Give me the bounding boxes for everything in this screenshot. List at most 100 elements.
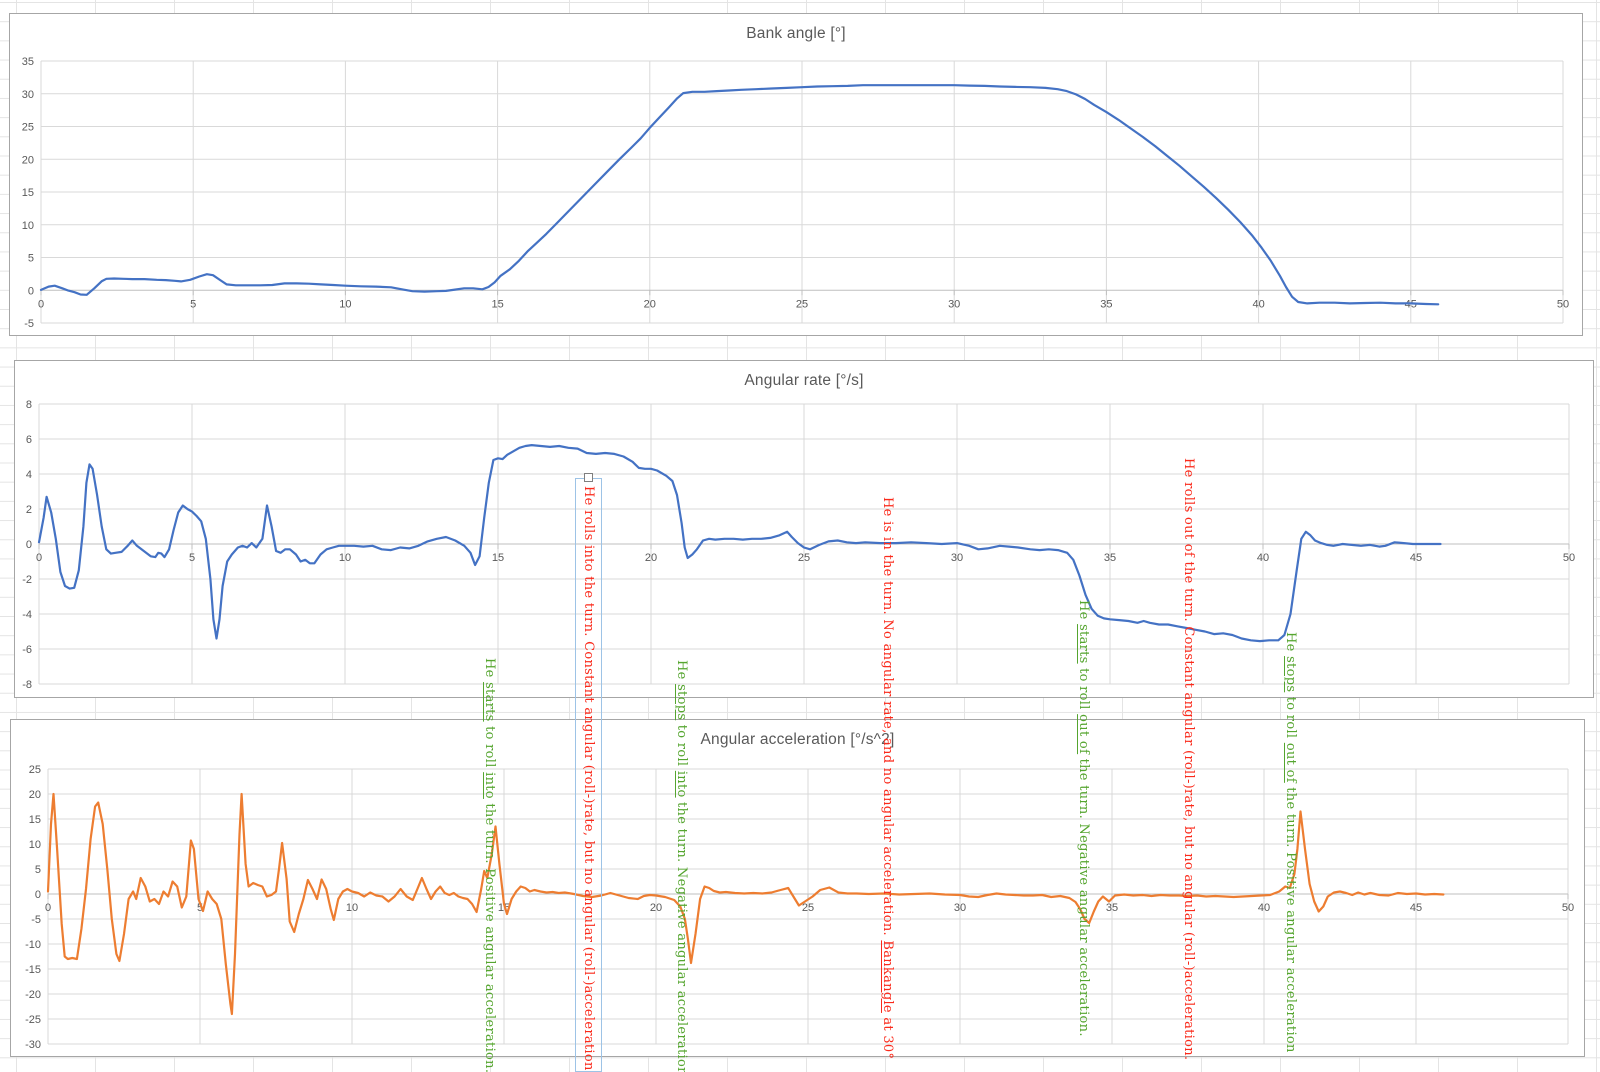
bank-angle-chart-title: Bank angle [°]: [746, 25, 846, 42]
svg-text:-5: -5: [31, 914, 41, 926]
svg-text:35: 35: [1104, 552, 1116, 564]
angular-rate-chart-title: Angular rate [°/s]: [744, 372, 864, 389]
textbox-resize-handle[interactable]: [584, 473, 593, 482]
annotation-text-segment: into: [482, 772, 497, 799]
svg-text:30: 30: [954, 902, 966, 914]
annotation-text-segment: He: [482, 658, 497, 683]
bank-angle-chart[interactable]: 0 5 10 15 20 25 30 35 40 45 50 35 30 25 20 15 10 5 0 -5 Ban…: [9, 13, 1583, 336]
svg-text:25: 25: [29, 764, 41, 776]
angular-acceleration-plot: 0 5 10 15 20 25 30 35 40 45 502520151050-5-10-15-2…: [25, 764, 1574, 1051]
svg-text:-25: -25: [25, 1014, 41, 1026]
angular-acceleration-chart-title: Angular acceleration [°/s^2]: [700, 731, 895, 748]
svg-text:20: 20: [29, 789, 41, 801]
annotation-stop-roll-out[interactable]: He stops to roll out of the turn. Positi…: [1283, 632, 1298, 1053]
svg-text:-10: -10: [25, 939, 41, 951]
svg-text:5: 5: [28, 253, 34, 265]
svg-text:15: 15: [22, 187, 34, 199]
annotation-text-segment: starts: [1076, 624, 1091, 664]
svg-text:0: 0: [28, 285, 34, 297]
svg-text:25: 25: [802, 902, 814, 914]
svg-text:5: 5: [197, 902, 203, 914]
svg-text:10: 10: [339, 298, 351, 310]
annotation-text-segment: into: [674, 770, 689, 798]
svg-text:25: 25: [798, 552, 810, 564]
annotation-text-segment: He: [674, 660, 689, 685]
svg-text:35: 35: [1100, 298, 1112, 310]
annotation-text-segment: out of: [1283, 742, 1298, 783]
annotation-text-segment: He: [1076, 600, 1091, 625]
annotation-rolling-out[interactable]: He rolls out of the turn. Constant angul…: [1181, 458, 1196, 1060]
annotation-text-segment: stops: [674, 684, 689, 721]
svg-text:30: 30: [22, 89, 34, 101]
svg-text:15: 15: [29, 814, 41, 826]
annotation-text-segment: to roll: [674, 720, 689, 771]
annotation-stop-roll-in[interactable]: He stops to roll into the turn. Negative…: [674, 660, 689, 1072]
annotation-text-segment: starts: [482, 682, 497, 722]
annotation-text-segment: He rolls out of the turn. Constant angul…: [1181, 458, 1196, 1061]
svg-text:-8: -8: [22, 679, 32, 691]
svg-text:-5: -5: [24, 318, 34, 330]
svg-text:20: 20: [645, 552, 657, 564]
svg-text:20: 20: [650, 902, 662, 914]
annotation-in-turn[interactable]: He is in the turn. No angular rate, and …: [880, 497, 895, 1059]
angular-acceleration-chart[interactable]: 0 5 10 15 20 25 30 35 40 45 50 25 20 15 10 5 0 -5 -10 -15 -2…: [10, 719, 1585, 1057]
svg-text:30: 30: [948, 298, 960, 310]
svg-text:5: 5: [189, 552, 195, 564]
annotation-text-segment: stops: [1283, 656, 1298, 693]
svg-text:10: 10: [346, 902, 358, 914]
svg-text:10: 10: [29, 839, 41, 851]
svg-text:4: 4: [26, 469, 32, 481]
svg-text:20: 20: [22, 154, 34, 166]
annotation-text-segment: out of: [1076, 714, 1091, 755]
svg-text:50: 50: [1562, 902, 1574, 914]
annotation-text-segment: the turn. Positive angular acceleration: [1283, 782, 1298, 1053]
annotation-rolling-in[interactable]: He rolls into the turn. Constant angular…: [581, 486, 596, 1072]
svg-text:-4: -4: [22, 609, 32, 621]
annotation-text-segment: He rolls into the turn. Constant angular…: [581, 486, 596, 1072]
annotation-text-segment: the turn. Positive angular acceleration.: [482, 798, 497, 1072]
annotation-text-segment: the turn. Negative angular acceleration.: [674, 797, 689, 1072]
svg-text:40: 40: [1257, 552, 1269, 564]
svg-text:-20: -20: [25, 989, 41, 1001]
svg-text:50: 50: [1557, 298, 1569, 310]
svg-text:0: 0: [26, 539, 32, 551]
svg-text:10: 10: [339, 552, 351, 564]
svg-text:0: 0: [35, 889, 41, 901]
svg-text:2: 2: [26, 504, 32, 516]
svg-text:50: 50: [1563, 552, 1575, 564]
svg-text:6: 6: [26, 434, 32, 446]
annotation-text-segment: the turn. Negative angular acceleration.: [1076, 754, 1091, 1037]
annotation-start-roll-out[interactable]: He starts to roll out of the turn. Negat…: [1076, 600, 1091, 1037]
annotation-text-segment: to roll: [1283, 692, 1298, 743]
svg-text:40: 40: [1258, 902, 1270, 914]
annotation-text-segment: Bankangle: [880, 940, 895, 1013]
svg-text:35: 35: [1106, 902, 1118, 914]
svg-text:8: 8: [26, 399, 32, 411]
angular-rate-chart[interactable]: 0 5 10 15 20 25 30 35 40 45 50 8 6 4 2 0 -2 -4 -6 -8 Angula…: [14, 360, 1594, 698]
svg-text:25: 25: [796, 298, 808, 310]
svg-text:-6: -6: [22, 644, 32, 656]
svg-text:45: 45: [1410, 552, 1422, 564]
svg-text:-15: -15: [25, 964, 41, 976]
svg-text:0: 0: [45, 902, 51, 914]
svg-text:40: 40: [1252, 298, 1264, 310]
svg-text:25: 25: [22, 122, 34, 134]
svg-text:30: 30: [951, 552, 963, 564]
annotation-text-segment: He: [1283, 632, 1298, 657]
annotation-text-segment: to roll: [1076, 663, 1091, 715]
svg-text:45: 45: [1410, 902, 1422, 914]
svg-text:5: 5: [190, 298, 196, 310]
svg-text:15: 15: [492, 552, 504, 564]
svg-text:5: 5: [35, 864, 41, 876]
svg-text:-2: -2: [22, 574, 32, 586]
svg-text:15: 15: [491, 298, 503, 310]
svg-text:10: 10: [22, 220, 34, 232]
annotation-text-segment: to roll: [482, 721, 497, 773]
annotation-start-roll-in[interactable]: He starts to roll into the turn. Positiv…: [482, 658, 497, 1072]
svg-text:0: 0: [38, 298, 44, 310]
svg-text:-30: -30: [25, 1039, 41, 1051]
